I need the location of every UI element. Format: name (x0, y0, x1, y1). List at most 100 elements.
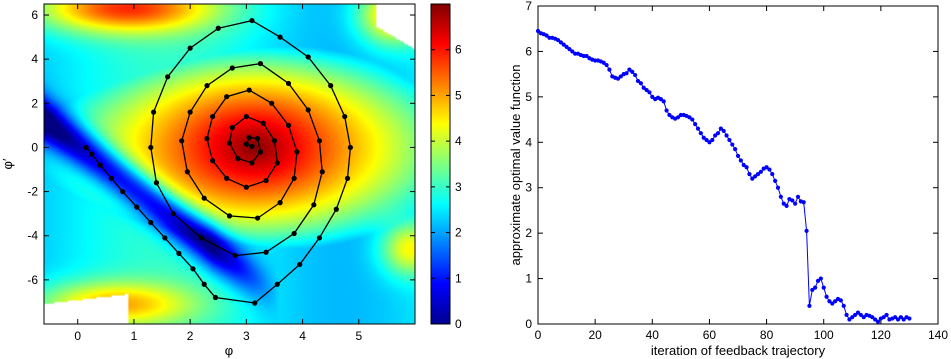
trajectory-point (255, 215, 261, 221)
trajectory-point (198, 235, 204, 241)
value-point (695, 126, 701, 131)
value-point (827, 299, 832, 304)
trajectory-point (291, 175, 297, 181)
trajectory-point (204, 83, 210, 89)
line-xtick-label: 100 (814, 328, 834, 342)
value-point (735, 153, 741, 159)
value-function-chart: 0 20 40 60 80 100 120 140 0 1 2 3 4 5 6 7 iteration of … (508, 0, 948, 358)
value-point (650, 94, 655, 99)
trajectory-point (277, 34, 283, 40)
value-point (801, 200, 806, 205)
trajectory-point (212, 294, 219, 301)
value-point (795, 194, 801, 199)
trajectory-point (204, 136, 210, 142)
value-point (635, 78, 641, 84)
trajectory-point (187, 109, 193, 115)
trajectory-point (224, 94, 230, 100)
value-point (690, 117, 695, 122)
value-point (698, 131, 703, 136)
value-point (727, 137, 732, 143)
value-point (784, 203, 789, 208)
trajectory-point (179, 138, 185, 144)
value-point (713, 133, 718, 138)
value-point (687, 115, 692, 120)
value-point (850, 315, 855, 320)
trajectory-point (226, 213, 233, 219)
trajectory-point (162, 235, 168, 241)
trajectory-point (342, 113, 348, 120)
value-point (738, 158, 743, 163)
value-point (775, 185, 781, 190)
value-point (838, 298, 843, 303)
trajectory-point (305, 107, 311, 113)
value-point (584, 53, 589, 59)
trajectory-point (263, 249, 269, 255)
trajectory-point (243, 184, 249, 190)
trajectory-point (243, 113, 249, 120)
line-ytick-label: 3 (525, 181, 532, 195)
line-ytick-label: 0 (525, 317, 532, 331)
heatmap-ytick-label: -2 (27, 185, 38, 199)
heatmap-axis-ticks: 0 1 2 3 4 5 -6 -4 -2 0 2 4 6 (27, 4, 415, 343)
value-point (564, 44, 569, 49)
trajectory-point (260, 120, 266, 126)
trajectory-point (170, 211, 176, 217)
trajectory-point (285, 80, 292, 87)
colorbar-tick-label: 5 (455, 88, 462, 102)
value-point (704, 137, 709, 143)
heatmap-xtick-label: 4 (299, 329, 306, 343)
value-point (833, 299, 838, 304)
value-point (744, 165, 749, 170)
trajectory-point (328, 83, 334, 89)
value-point (664, 108, 669, 113)
value-point (741, 162, 746, 168)
value-point (630, 69, 635, 74)
value-point (875, 319, 881, 324)
heatmap-xtick-label: 5 (355, 329, 362, 343)
value-point (730, 142, 735, 147)
heatmap-image (44, 4, 415, 324)
value-point (604, 62, 609, 68)
trajectory-point (148, 219, 154, 226)
trajectory-point (277, 200, 283, 206)
trajectory-point (243, 141, 249, 147)
value-point (721, 128, 726, 134)
trajectory-point (246, 87, 252, 93)
value-point (793, 201, 798, 206)
trajectory-point (176, 250, 182, 256)
trajectory-point (297, 261, 303, 268)
value-point (607, 67, 612, 72)
value-point (895, 317, 901, 322)
trajectory-point (274, 160, 280, 166)
value-point (647, 90, 652, 95)
value-point (758, 169, 763, 174)
trajectory-point (257, 149, 264, 155)
colorbar-gradient (430, 3, 451, 325)
value-point (755, 171, 761, 177)
colorbar-tick-label: 1 (455, 271, 462, 285)
value-point (638, 81, 643, 86)
trajectory-point (201, 195, 207, 201)
value-point (907, 316, 912, 321)
trajectory-point (229, 124, 235, 131)
value-point (773, 178, 778, 183)
colorbar-tick-label: 2 (455, 226, 462, 240)
trajectory-point (232, 252, 238, 259)
value-point (667, 112, 672, 118)
trajectory-point (257, 60, 264, 67)
value-point (898, 315, 903, 320)
trajectory-point (89, 151, 95, 157)
value-point (570, 49, 575, 54)
heatmap-field (44, 4, 415, 324)
trajectory-point (226, 140, 233, 146)
value-point (807, 303, 812, 308)
trajectory-point (316, 138, 323, 144)
value-point (555, 37, 561, 43)
value-point (884, 312, 889, 318)
value-point (858, 312, 863, 318)
value-point (764, 165, 769, 170)
value-point (853, 312, 858, 318)
trajectory-point (333, 206, 339, 212)
trajectory-point (319, 169, 325, 175)
value-point (818, 276, 823, 281)
